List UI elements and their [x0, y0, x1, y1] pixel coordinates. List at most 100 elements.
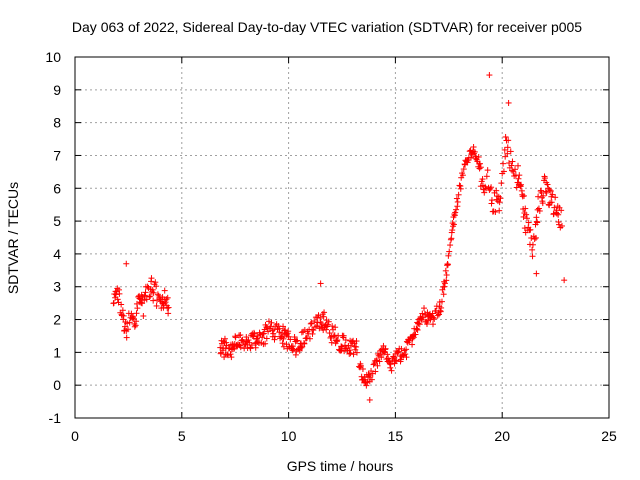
- data-point: [146, 293, 153, 300]
- data-point: [450, 221, 457, 228]
- data-point: [123, 334, 130, 341]
- data-point: [113, 291, 120, 298]
- data-point: [242, 341, 249, 348]
- data-point: [334, 337, 341, 344]
- data-point: [323, 326, 330, 333]
- data-point: [350, 351, 357, 358]
- data-point: [247, 345, 254, 352]
- data-point: [221, 354, 228, 361]
- data-point: [399, 351, 406, 358]
- data-point: [224, 352, 231, 359]
- data-point: [329, 323, 336, 330]
- data-point: [259, 334, 266, 341]
- data-point: [217, 344, 224, 351]
- y-tick-label: 10: [45, 49, 61, 65]
- data-point: [325, 318, 332, 325]
- y-tick-label: 3: [53, 279, 61, 295]
- data-point: [245, 337, 252, 344]
- data-point: [279, 340, 286, 347]
- y-tick-label: -1: [49, 410, 62, 426]
- data-point: [413, 325, 420, 332]
- data-point: [116, 290, 123, 297]
- data-point: [486, 72, 493, 79]
- data-point: [481, 189, 488, 196]
- data-point: [123, 260, 130, 267]
- data-point: [397, 356, 404, 363]
- data-point: [331, 332, 338, 339]
- data-point: [357, 362, 364, 369]
- data-point: [372, 368, 379, 375]
- data-point: [509, 167, 516, 174]
- data-point: [438, 298, 445, 305]
- data-point: [505, 99, 512, 106]
- data-point: [370, 361, 377, 368]
- data-point: [459, 172, 466, 179]
- data-point: [517, 181, 524, 188]
- data-point: [374, 362, 381, 369]
- data-point: [454, 198, 461, 205]
- data-point: [509, 158, 516, 165]
- data-point: [445, 252, 452, 259]
- data-point: [387, 361, 394, 368]
- data-point: [472, 153, 479, 160]
- data-point: [330, 333, 337, 340]
- data-point: [280, 323, 287, 330]
- data-point: [500, 160, 507, 167]
- data-point: [248, 341, 255, 348]
- data-point: [347, 350, 354, 357]
- data-point: [529, 253, 536, 260]
- data-point: [548, 199, 555, 206]
- data-point: [516, 172, 523, 179]
- data-point: [139, 300, 146, 307]
- data-point: [134, 305, 141, 312]
- data-point: [558, 207, 565, 214]
- data-point: [153, 302, 160, 309]
- data-point: [142, 289, 149, 296]
- data-point: [529, 246, 536, 253]
- data-point: [285, 328, 292, 335]
- data-point: [311, 318, 318, 325]
- data-point: [525, 219, 532, 226]
- data-point: [452, 209, 459, 216]
- x-tick-label: 20: [494, 428, 510, 444]
- data-point: [254, 332, 261, 339]
- x-tick-label: 10: [281, 428, 297, 444]
- data-point: [543, 189, 550, 196]
- data-point: [506, 160, 513, 167]
- data-point: [429, 321, 436, 328]
- data-point: [412, 331, 419, 338]
- data-point: [150, 297, 157, 304]
- data-point: [479, 176, 486, 183]
- data-point: [126, 319, 133, 326]
- data-point: [536, 207, 543, 214]
- chart-title: Day 063 of 2022, Sidereal Day-to-day VTE…: [72, 19, 582, 35]
- data-point: [149, 286, 156, 293]
- data-point: [124, 326, 131, 333]
- data-point: [508, 162, 515, 169]
- data-point: [282, 327, 289, 334]
- data-point: [374, 357, 381, 364]
- data-point: [475, 153, 482, 160]
- data-point: [531, 236, 538, 243]
- data-point: [317, 280, 324, 287]
- data-point: [382, 345, 389, 352]
- data-point: [342, 336, 349, 343]
- data-point: [497, 195, 504, 202]
- data-point: [376, 358, 383, 365]
- data-point: [395, 348, 402, 355]
- data-point: [470, 143, 477, 150]
- y-axis-label: SDTVAR / TECUs: [5, 182, 21, 294]
- data-point: [546, 186, 553, 193]
- data-point: [237, 344, 244, 351]
- y-tick-label: 4: [53, 246, 61, 262]
- data-point: [265, 318, 272, 325]
- data-point: [431, 315, 438, 322]
- data-point: [496, 199, 503, 206]
- data-point: [492, 208, 499, 215]
- data-point: [353, 349, 360, 356]
- data-point: [520, 192, 527, 199]
- data-point: [124, 320, 131, 327]
- data-point: [561, 277, 568, 284]
- data-point: [164, 294, 171, 301]
- data-point: [164, 305, 171, 312]
